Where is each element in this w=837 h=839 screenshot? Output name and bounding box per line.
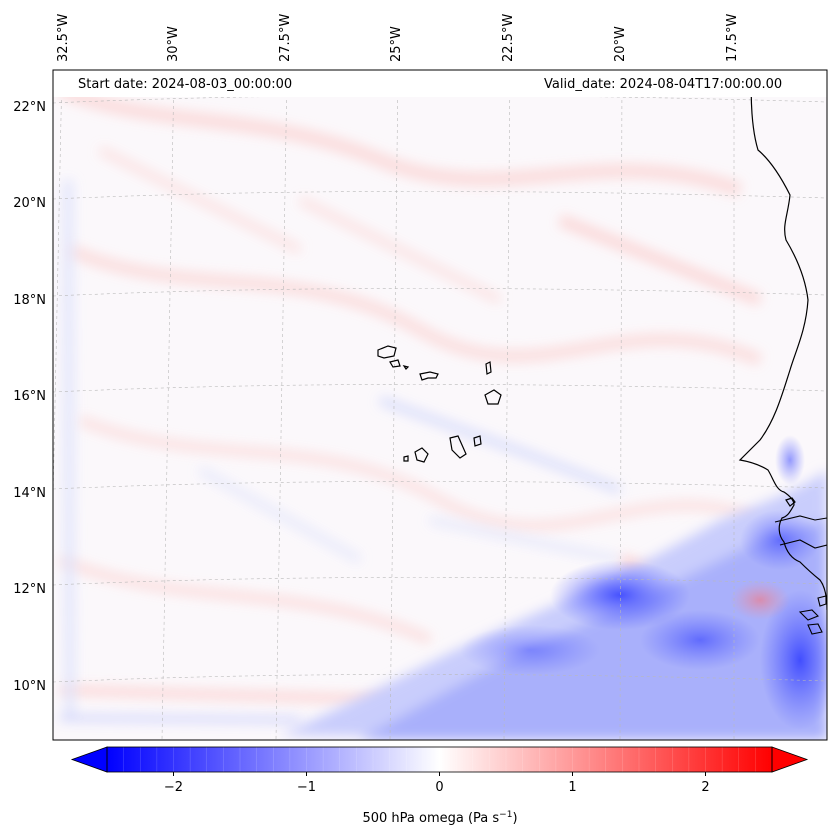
omega-field <box>53 70 827 740</box>
lon-label: 22.5°W <box>501 14 516 62</box>
lat-label: 20°N <box>13 196 46 211</box>
island-santo-antao <box>377 345 397 359</box>
graticule <box>53 70 827 740</box>
latitude-labels: 22°N 20°N 18°N 16°N 14°N 12°N 10°N <box>13 100 46 694</box>
lat-label: 16°N <box>13 389 46 404</box>
lon-label: 27.5°W <box>278 14 293 62</box>
lat-label: 12°N <box>13 582 46 597</box>
colorbar-tick-label: 1 <box>568 780 576 795</box>
colorbar-tick-label: −1 <box>297 780 316 795</box>
coastline-gambia <box>785 497 796 507</box>
colorbar-label: 500 hPa omega (Pa s−1) <box>362 810 517 826</box>
lon-label: 30°W <box>166 26 181 62</box>
island-santiago <box>449 435 467 459</box>
island-boa-vista <box>484 389 502 405</box>
island-sao-vicente <box>389 359 401 368</box>
island-sal <box>485 361 492 375</box>
island-brava <box>403 455 409 462</box>
lat-label: 10°N <box>13 679 46 694</box>
colorbar-min-extension <box>70 746 108 773</box>
cape-verde-islands <box>377 345 502 463</box>
lat-label: 22°N <box>13 100 46 115</box>
map-frame <box>52 69 828 741</box>
colorbar-tick-label: −2 <box>164 780 183 795</box>
start-date-label: Start date: 2024-08-03_00:00:00 <box>76 77 295 92</box>
longitude-labels: 32.5°W 30°W 27.5°W 25°W 22.5°W 20°W 17.5… <box>56 14 740 62</box>
lon-label: 17.5°W <box>725 14 740 62</box>
lon-label: 20°W <box>613 26 628 62</box>
colorbar-tick-label: 0 <box>435 780 443 795</box>
lat-label: 14°N <box>13 486 46 501</box>
colorbar-max-extension <box>771 746 809 773</box>
island-maio <box>473 435 482 447</box>
colorbar: −2 −1 0 1 2 500 hPa omega (Pa s−1) <box>70 746 809 826</box>
coastline-africa <box>738 70 827 611</box>
lon-label: 32.5°W <box>56 14 71 62</box>
coastline-bissau-isles <box>798 595 827 635</box>
coastline-senegal-detail <box>774 515 827 549</box>
colorbar-tick-label: 2 <box>701 780 709 795</box>
island-fogo <box>414 447 429 463</box>
lat-label: 18°N <box>13 293 46 308</box>
island-sao-nicolau <box>419 371 439 381</box>
valid-date-label: Valid_date: 2024-08-04T17:00:00.00 <box>542 77 785 92</box>
island-santa-luzia <box>402 365 410 370</box>
lon-label: 25°W <box>389 26 404 62</box>
